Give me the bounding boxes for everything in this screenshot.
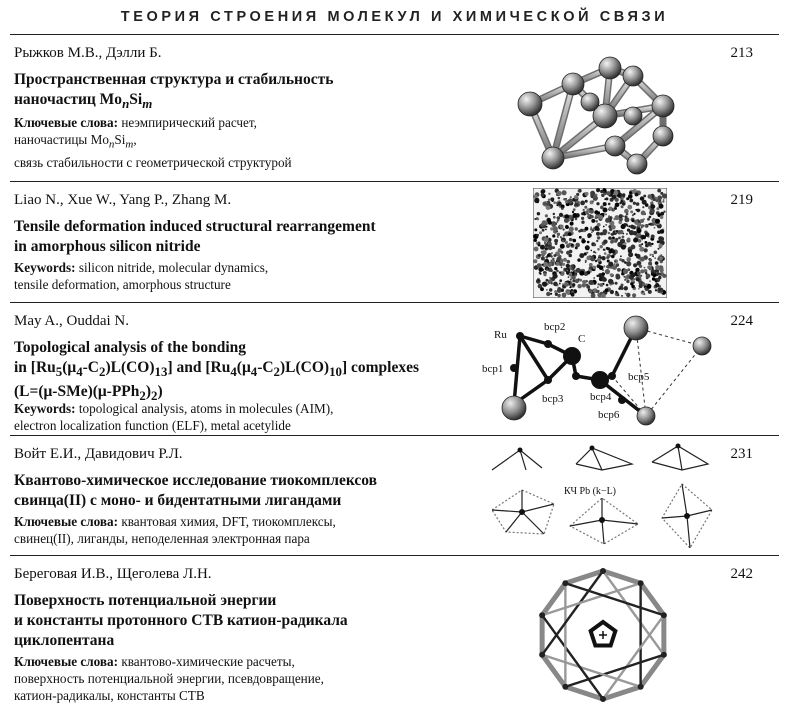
article-keywords: Ключевые слова: квантово-химические расч… (14, 653, 454, 704)
article-page-number[interactable]: 242 (730, 566, 754, 582)
coordination-polyhedra-figure: КЧ Pb (k−L) (491, 443, 713, 550)
article-keywords: Ключевые слова: квантовая химия, DFT, ти… (14, 513, 414, 547)
keywords-label: Ключевые слова: (14, 115, 119, 130)
label-bcp5: bcp5 (628, 371, 650, 383)
article-entry: Liao N., Xue W., Yang P., Zhang M. 219 T… (10, 183, 779, 301)
article-title[interactable]: Tensile deformation induced structural r… (14, 218, 376, 255)
article-title[interactable]: Квантово-химическое исследование тиокомп… (14, 472, 378, 509)
article-entry: Береговая И.В., Щеголева Л.Н. 242 Поверх… (10, 557, 779, 717)
label-bcp3: bcp3 (542, 393, 564, 405)
label-ru: Ru (494, 329, 507, 341)
article-authors: May A., Ouddai N. (14, 313, 129, 329)
keywords-label: Ключевые слова: (14, 514, 119, 529)
amorphous-structure-figure (533, 188, 667, 298)
label-bcp2: bcp2 (544, 321, 565, 333)
article-keywords: Ключевые слова: неэмпирический расчет, на… (14, 114, 414, 171)
article-authors: Береговая И.В., Щеголева Л.Н. (14, 566, 212, 582)
article-title[interactable]: Поверхность потенциальной энергии и конст… (14, 592, 348, 649)
article-authors: Liao N., Xue W., Yang P., Zhang M. (14, 192, 232, 208)
entry-divider (10, 302, 779, 303)
article-authors: Войт Е.И., Давидович Р.Л. (14, 446, 183, 462)
article-page-number[interactable]: 213 (730, 45, 754, 61)
entry-divider (10, 555, 779, 556)
article-keywords: Keywords: silicon nitride, molecular dyn… (14, 259, 414, 293)
label-c: C (578, 333, 585, 345)
keywords-text: неэмпирический расчет, наночастицы MonSim… (14, 115, 292, 170)
bonding-topology-figure: Ru bcp2 C bcp1 bcp4 bcp3 bcp5 bcp6 (482, 315, 712, 426)
article-page-number[interactable]: 219 (730, 192, 754, 208)
keywords-text: квантовая химия, DFT, тиокомплексы, свине… (14, 514, 336, 546)
entry-divider (10, 435, 779, 436)
potential-energy-surface-figure (539, 568, 667, 702)
article-keywords: Keywords: topological analysis, atoms in… (14, 400, 454, 434)
keywords-text: silicon nitride, molecular dynamics, tens… (14, 260, 269, 292)
article-entry: May A., Ouddai N. 224 Topological analys… (10, 304, 779, 434)
keywords-label: Keywords: (14, 260, 76, 275)
article-authors: Рыжков М.В., Дэлли Б. (14, 45, 162, 61)
section-header: ТЕОРИЯ СТРОЕНИЯ МОЛЕКУЛ И ХИМИЧЕСКОЙ СВЯ… (10, 0, 779, 35)
keywords-label: Keywords: (14, 401, 76, 416)
article-entry: Рыжков М.В., Дэлли Б. 213 Пространственн… (10, 36, 779, 180)
label-bcp6: bcp6 (598, 409, 620, 421)
label-bcp4: bcp4 (590, 391, 612, 403)
article-entry: Войт Е.И., Давидович Р.Л. 231 Квантово-х… (10, 437, 779, 553)
article-page-number[interactable]: 224 (730, 313, 754, 329)
entry-divider (10, 181, 779, 182)
article-title[interactable]: Пространственная структура и стабильност… (14, 71, 334, 112)
coordination-label: КЧ Pb (k−L) (564, 486, 616, 497)
label-bcp1: bcp1 (482, 363, 503, 375)
nanoparticle-figure (517, 56, 675, 175)
article-title[interactable]: Topological analysis of the bonding in [R… (14, 339, 420, 404)
keywords-text: квантово-химические расчеты, поверхность … (14, 654, 324, 703)
article-page-number[interactable]: 231 (730, 446, 754, 462)
keywords-label: Ключевые слова: (14, 654, 119, 669)
keywords-text: topological analysis, atoms in molecules… (14, 401, 334, 433)
